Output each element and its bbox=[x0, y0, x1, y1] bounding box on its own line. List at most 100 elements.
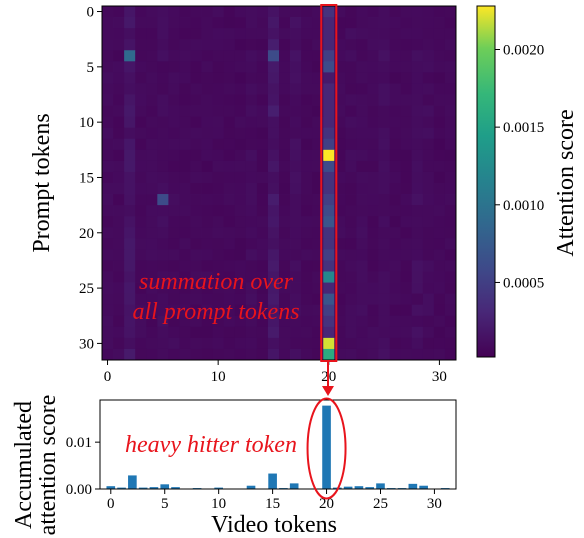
heatmap-cell bbox=[256, 315, 269, 328]
heatmap-cell bbox=[168, 39, 180, 51]
heatmap-cell bbox=[234, 293, 247, 306]
heatmap-cell bbox=[234, 171, 247, 184]
heatmap-cell bbox=[135, 160, 147, 173]
heatmap-cell bbox=[201, 127, 214, 140]
heatmap-cell bbox=[378, 304, 391, 317]
heatmap-cell bbox=[312, 61, 324, 73]
heatmap-cell bbox=[168, 83, 180, 95]
heatmap-cell bbox=[400, 39, 413, 51]
heatmap-cell bbox=[411, 315, 424, 328]
heatmap-cell bbox=[267, 72, 280, 84]
heatmap-cell bbox=[102, 105, 114, 118]
heatmap-cell bbox=[389, 149, 402, 162]
heatmap-cell bbox=[245, 271, 258, 283]
heatmap-cell bbox=[124, 61, 136, 73]
heatmap-cell bbox=[267, 205, 280, 217]
heatmap-cell bbox=[168, 183, 180, 195]
heatmap-cell bbox=[367, 282, 379, 295]
heatmap-cell bbox=[367, 260, 379, 272]
heatmap-cell bbox=[113, 39, 125, 51]
heatmap-cell bbox=[256, 194, 269, 206]
heatmap-cell bbox=[389, 216, 402, 228]
colorbar-tick-label: 0.0010 bbox=[503, 198, 544, 214]
heatmap-cell bbox=[312, 337, 324, 350]
heatmap-cell bbox=[301, 28, 313, 40]
heatmap-cell bbox=[389, 315, 402, 328]
heatmap-cell bbox=[168, 260, 180, 272]
heatmap-cell bbox=[290, 227, 302, 239]
heatmap-cell bbox=[102, 28, 114, 40]
heatmap-cell bbox=[113, 194, 125, 206]
heatmap-cell bbox=[135, 171, 147, 184]
heatmap-cell bbox=[157, 238, 169, 250]
heatmap-cell bbox=[389, 194, 402, 206]
heatmap-cell bbox=[345, 160, 357, 173]
heatmap-cell bbox=[201, 271, 214, 283]
heatmap-cell bbox=[367, 216, 379, 228]
heatmap-cell bbox=[190, 205, 202, 217]
heatmap-cell bbox=[267, 271, 280, 283]
heatmap-cell bbox=[444, 105, 457, 118]
heatmap-cell bbox=[378, 61, 391, 73]
heatmap-cell bbox=[256, 83, 269, 95]
heatmap-cell bbox=[323, 171, 335, 184]
heatmap-cell bbox=[124, 194, 136, 206]
heatmap-cell bbox=[356, 271, 368, 283]
heatmap-cell bbox=[301, 127, 313, 140]
heatmap-cell bbox=[168, 61, 180, 73]
heatmap-cell bbox=[367, 304, 379, 317]
heatmap-cell bbox=[323, 337, 335, 350]
heatmap-cell bbox=[400, 138, 413, 151]
heatmap-cell bbox=[157, 83, 169, 95]
heatmap-cell bbox=[334, 138, 346, 151]
heatmap-cell bbox=[301, 304, 313, 317]
heatmap-cell bbox=[411, 17, 424, 29]
heatmap-cell bbox=[389, 304, 402, 317]
heatmap-cell bbox=[113, 17, 125, 29]
heatmap-cell bbox=[444, 39, 457, 51]
heatmap-cell bbox=[378, 28, 391, 40]
heatmap-cell bbox=[312, 304, 324, 317]
heatmap-cell bbox=[422, 17, 435, 29]
heatmap-cell bbox=[135, 348, 147, 361]
heatmap-cell bbox=[334, 94, 346, 106]
heatmap-cell bbox=[433, 249, 446, 261]
heatmap-cell bbox=[301, 116, 313, 129]
heatmap-cell bbox=[323, 94, 335, 106]
heatmap-cell bbox=[146, 116, 158, 129]
bar-y-tick-label: 0.01 bbox=[66, 435, 92, 451]
heatmap-cell bbox=[345, 216, 357, 228]
heatmap-cell bbox=[102, 160, 114, 173]
heatmap-cell bbox=[234, 205, 247, 217]
heatmap-cell bbox=[411, 6, 424, 18]
heatmap-cell bbox=[290, 6, 302, 18]
heatmap-x-tick-label: 10 bbox=[211, 369, 226, 385]
heatmap-cell bbox=[256, 249, 269, 261]
heatmap-cell bbox=[389, 39, 402, 51]
heatmap-cell bbox=[113, 205, 125, 217]
heatmap-cell bbox=[444, 6, 457, 18]
heatmap-cell bbox=[234, 348, 247, 361]
heatmap-cell bbox=[312, 183, 324, 195]
heatmap-cell bbox=[201, 39, 214, 51]
heatmap-cell bbox=[433, 72, 446, 84]
heatmap-cell bbox=[323, 282, 335, 295]
heatmap-cell bbox=[433, 216, 446, 228]
heatmap-cell bbox=[433, 127, 446, 140]
heatmap-cell bbox=[411, 127, 424, 140]
heatmap-cell bbox=[433, 149, 446, 162]
heatmap-cell bbox=[301, 105, 313, 118]
heatmap-cell bbox=[135, 293, 147, 306]
heatmap-cell bbox=[411, 83, 424, 95]
heatmap-cell bbox=[433, 28, 446, 40]
heatmap-cell bbox=[157, 337, 169, 350]
heatmap-cell bbox=[367, 293, 379, 306]
heatmap-cell bbox=[223, 116, 236, 129]
heatmap-x-tick-label: 30 bbox=[432, 369, 447, 385]
heatmap-cell bbox=[400, 282, 413, 295]
heatmap-cell bbox=[400, 160, 413, 173]
heatmap-cell bbox=[312, 315, 324, 328]
heatmap-cell bbox=[256, 282, 269, 295]
heatmap-cell bbox=[124, 205, 136, 217]
heatmap-cell bbox=[433, 171, 446, 184]
